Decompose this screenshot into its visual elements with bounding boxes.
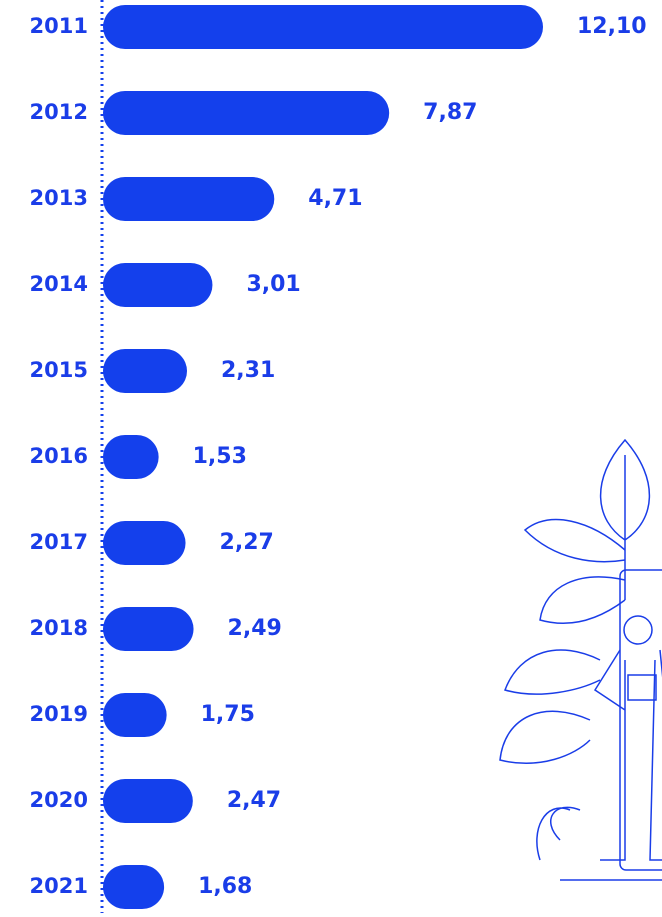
value-label: 4,71 xyxy=(308,186,362,211)
value-label: 7,87 xyxy=(423,100,477,125)
value-label: 1,53 xyxy=(193,444,247,469)
bar xyxy=(103,91,390,135)
value-label: 2,27 xyxy=(220,530,274,555)
bar xyxy=(103,263,213,307)
bar xyxy=(103,607,194,651)
value-label: 2,31 xyxy=(221,358,275,383)
value-label: 2,47 xyxy=(227,788,281,813)
bar xyxy=(103,779,193,823)
bar xyxy=(103,693,167,737)
illustration xyxy=(499,438,662,881)
bar xyxy=(103,521,186,565)
bar xyxy=(103,435,159,479)
bar xyxy=(103,865,165,909)
value-label: 12,10 xyxy=(577,14,647,39)
value-label: 1,68 xyxy=(198,874,252,899)
category-label: 2015 xyxy=(30,358,88,382)
value-label: 3,01 xyxy=(246,272,300,297)
value-label: 1,75 xyxy=(201,702,255,727)
category-label: 2021 xyxy=(30,874,88,898)
category-label: 2013 xyxy=(30,186,88,210)
category-label: 2011 xyxy=(30,14,88,38)
category-label: 2018 xyxy=(30,616,88,640)
bar xyxy=(103,349,187,393)
category-label: 2017 xyxy=(30,530,88,554)
bar xyxy=(103,177,275,221)
category-label: 2012 xyxy=(30,100,88,124)
category-label: 2019 xyxy=(30,702,88,726)
bar xyxy=(103,5,543,49)
category-label: 2020 xyxy=(30,788,88,812)
category-label: 2016 xyxy=(30,444,88,468)
category-label: 2014 xyxy=(30,272,88,296)
value-label: 2,49 xyxy=(228,616,282,641)
